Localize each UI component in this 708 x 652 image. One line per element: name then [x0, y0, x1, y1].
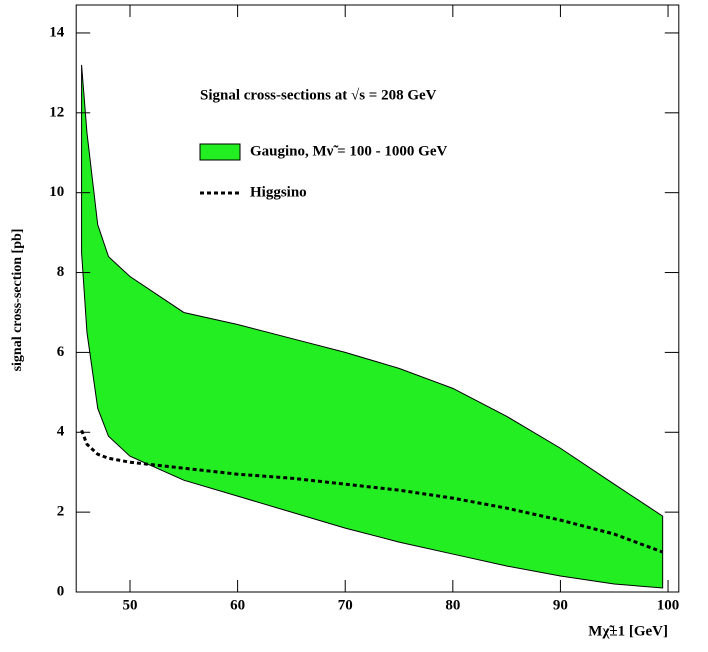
legend-label: Gaugino, Mν̃ = 100 - 1000 GeV	[250, 143, 447, 159]
y-tick-label: 2	[57, 504, 65, 520]
y-tick-label: 0	[57, 583, 65, 599]
x-tick-label: 50	[123, 597, 138, 613]
y-tick-label: 6	[57, 344, 65, 360]
legend-label: Higgsino	[250, 184, 307, 200]
y-axis-label: signal cross-section [pb]	[10, 229, 25, 372]
y-tick-label: 8	[57, 264, 65, 280]
x-tick-label: 70	[338, 597, 353, 613]
y-tick-label: 10	[49, 184, 64, 200]
y-tick-label: 12	[49, 104, 64, 120]
x-tick-label: 60	[230, 597, 245, 613]
x-tick-label: 80	[445, 597, 460, 613]
line	[80, 429, 664, 554]
x-tick-label: 100	[657, 597, 680, 613]
x-tick-label: 90	[553, 597, 568, 613]
plot-frame	[75, 4, 680, 593]
legend-swatch	[199, 143, 241, 161]
y-tick-label: 4	[57, 424, 65, 440]
y-tick-label: 14	[49, 24, 65, 40]
range-area	[81, 64, 664, 589]
annotation: Signal cross-sections at √s = 208 GeV	[200, 87, 437, 103]
x-axis-label: Mχ̃±1 [GeV]	[588, 623, 668, 639]
